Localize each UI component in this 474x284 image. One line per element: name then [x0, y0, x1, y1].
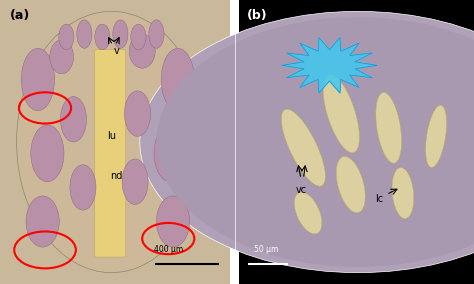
- Polygon shape: [282, 38, 377, 93]
- Ellipse shape: [95, 24, 110, 50]
- Ellipse shape: [156, 196, 190, 247]
- FancyBboxPatch shape: [0, 0, 230, 284]
- Text: (b): (b): [246, 9, 267, 22]
- Ellipse shape: [149, 20, 164, 48]
- Ellipse shape: [426, 105, 447, 168]
- FancyBboxPatch shape: [95, 50, 126, 257]
- Ellipse shape: [282, 109, 325, 186]
- Circle shape: [140, 11, 474, 273]
- Ellipse shape: [59, 24, 74, 50]
- Ellipse shape: [50, 40, 73, 74]
- Text: v: v: [113, 46, 119, 56]
- Ellipse shape: [61, 97, 86, 142]
- Text: (a): (a): [9, 9, 30, 22]
- Ellipse shape: [26, 196, 59, 247]
- Ellipse shape: [426, 105, 447, 168]
- Ellipse shape: [131, 24, 146, 50]
- Ellipse shape: [392, 168, 414, 219]
- Ellipse shape: [376, 92, 401, 163]
- Ellipse shape: [282, 109, 325, 186]
- Ellipse shape: [336, 156, 365, 213]
- Ellipse shape: [17, 11, 206, 273]
- Ellipse shape: [31, 125, 64, 182]
- Ellipse shape: [161, 48, 194, 111]
- Ellipse shape: [124, 91, 150, 136]
- Ellipse shape: [323, 74, 359, 153]
- Ellipse shape: [77, 20, 92, 48]
- Text: lc: lc: [375, 194, 383, 204]
- Ellipse shape: [294, 192, 322, 234]
- Ellipse shape: [336, 156, 365, 213]
- Ellipse shape: [392, 168, 414, 219]
- Text: nd: nd: [110, 171, 122, 181]
- Text: lu: lu: [107, 131, 116, 141]
- Ellipse shape: [323, 74, 359, 153]
- Ellipse shape: [129, 34, 155, 68]
- Ellipse shape: [376, 92, 401, 163]
- Ellipse shape: [122, 159, 148, 204]
- Ellipse shape: [21, 48, 55, 111]
- Ellipse shape: [70, 165, 96, 210]
- Text: 50 μm: 50 μm: [254, 245, 278, 254]
- Text: vc: vc: [295, 185, 307, 195]
- Text: 400 μm: 400 μm: [154, 245, 183, 254]
- Ellipse shape: [294, 192, 322, 234]
- Ellipse shape: [156, 17, 474, 267]
- Ellipse shape: [113, 20, 128, 48]
- Ellipse shape: [154, 125, 187, 182]
- Bar: [239, 0, 474, 284]
